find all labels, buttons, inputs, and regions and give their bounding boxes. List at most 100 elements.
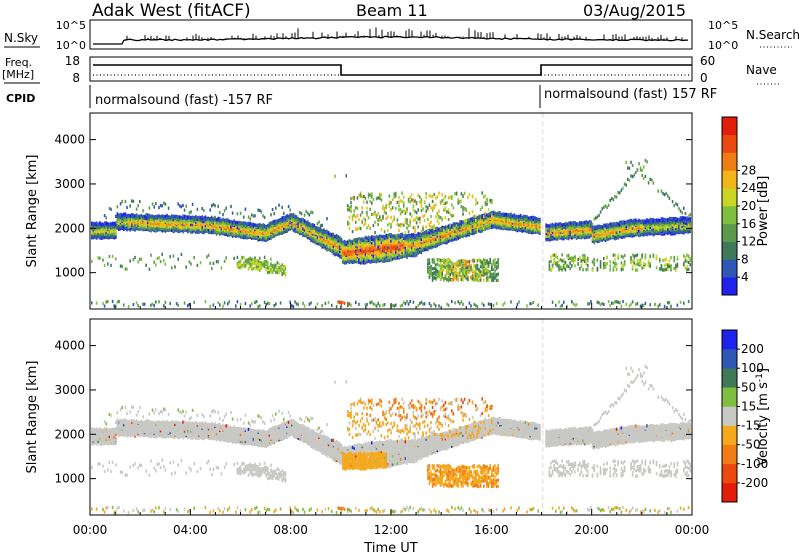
power-cell <box>406 221 408 225</box>
power-cell <box>209 217 211 221</box>
power-cell <box>335 250 338 254</box>
power-cell <box>454 270 456 274</box>
power-cell <box>310 232 312 237</box>
power-cell <box>198 221 200 225</box>
power-cell <box>404 252 407 256</box>
power-cell <box>377 212 379 216</box>
power-cell <box>395 236 397 240</box>
power-cell <box>467 218 469 222</box>
power-cell <box>193 216 195 220</box>
power-cell <box>495 212 498 216</box>
power-cell <box>431 239 434 243</box>
power-cell <box>395 234 397 238</box>
power-cell <box>431 228 434 232</box>
power-cell <box>451 232 453 236</box>
power-cell <box>260 233 263 237</box>
power-cell <box>183 208 186 212</box>
power-cell <box>449 275 451 279</box>
power-cell <box>326 244 328 249</box>
power-cell <box>204 215 207 219</box>
power-cell <box>433 240 435 244</box>
power-cell <box>380 198 383 202</box>
power-cell <box>233 227 235 231</box>
power-cell <box>377 246 379 250</box>
power-cell <box>223 259 226 263</box>
power-cell <box>284 217 287 221</box>
power-cell <box>124 267 127 271</box>
power-cell <box>491 217 493 221</box>
power-cell <box>188 215 191 219</box>
power-cell <box>433 302 435 306</box>
power-cell <box>489 260 491 264</box>
power-cell <box>124 216 127 220</box>
power-cell <box>363 223 365 227</box>
power-cell <box>310 226 312 230</box>
power-cell <box>420 209 423 213</box>
power-cell <box>473 302 475 307</box>
power-cell <box>406 207 408 211</box>
power-cell <box>407 230 410 234</box>
power-cell <box>483 215 485 219</box>
power-cell <box>180 252 183 256</box>
power-cell <box>294 218 296 222</box>
power-cell <box>340 303 343 307</box>
power-cell <box>460 300 463 304</box>
power-cell <box>103 214 106 218</box>
power-cell <box>475 224 477 228</box>
power-cell <box>467 271 469 275</box>
power-cell <box>398 208 400 212</box>
power-cell <box>279 217 282 221</box>
power-cell <box>115 257 117 261</box>
power-cell <box>172 226 175 231</box>
power-cell <box>399 224 402 228</box>
power-cell <box>436 262 439 266</box>
power-cell <box>91 224 93 228</box>
power-cell <box>169 222 171 226</box>
power-cell <box>335 252 338 257</box>
power-cell <box>449 212 451 216</box>
power-cell <box>156 227 159 231</box>
power-cell <box>391 219 394 223</box>
power-cell <box>113 225 115 229</box>
power-cell <box>364 238 367 242</box>
power-cell <box>486 223 488 227</box>
power-cell <box>454 227 456 231</box>
power-cell <box>374 250 376 254</box>
power-cell <box>407 241 410 245</box>
power-cell <box>425 195 427 199</box>
power-cell <box>310 210 312 214</box>
power-cell <box>270 267 272 272</box>
power-cell <box>335 247 338 251</box>
power-cell <box>135 220 138 224</box>
power-cell <box>375 256 378 260</box>
power-cell <box>409 248 411 252</box>
power-cell <box>356 240 359 244</box>
power-cell <box>116 205 119 209</box>
power-cell <box>409 251 411 255</box>
power-cell <box>422 241 424 245</box>
power-cell <box>351 239 354 243</box>
power-cell <box>335 242 338 246</box>
power-cell <box>111 227 114 231</box>
power-cell <box>468 211 471 215</box>
power-cell <box>391 206 394 210</box>
power-cell <box>364 222 367 226</box>
nave-label: Nave <box>746 63 777 77</box>
power-cell <box>390 216 392 220</box>
power-cell <box>217 204 219 208</box>
power-cell <box>383 257 386 261</box>
power-cell <box>414 218 416 222</box>
power-cell <box>156 219 159 223</box>
cpid-row: CPID normalsound (fast) -157 RF normalso… <box>6 85 717 108</box>
power-cell <box>137 260 139 264</box>
power-cell <box>489 272 491 276</box>
power-cell <box>115 223 117 227</box>
power-cell <box>222 217 224 221</box>
power-cell <box>271 224 274 228</box>
power-cell <box>118 226 120 230</box>
power-cell <box>121 215 123 219</box>
power-cell <box>107 222 109 226</box>
power-cell <box>153 227 155 231</box>
power-cell <box>372 258 375 262</box>
power-cell <box>420 229 423 234</box>
